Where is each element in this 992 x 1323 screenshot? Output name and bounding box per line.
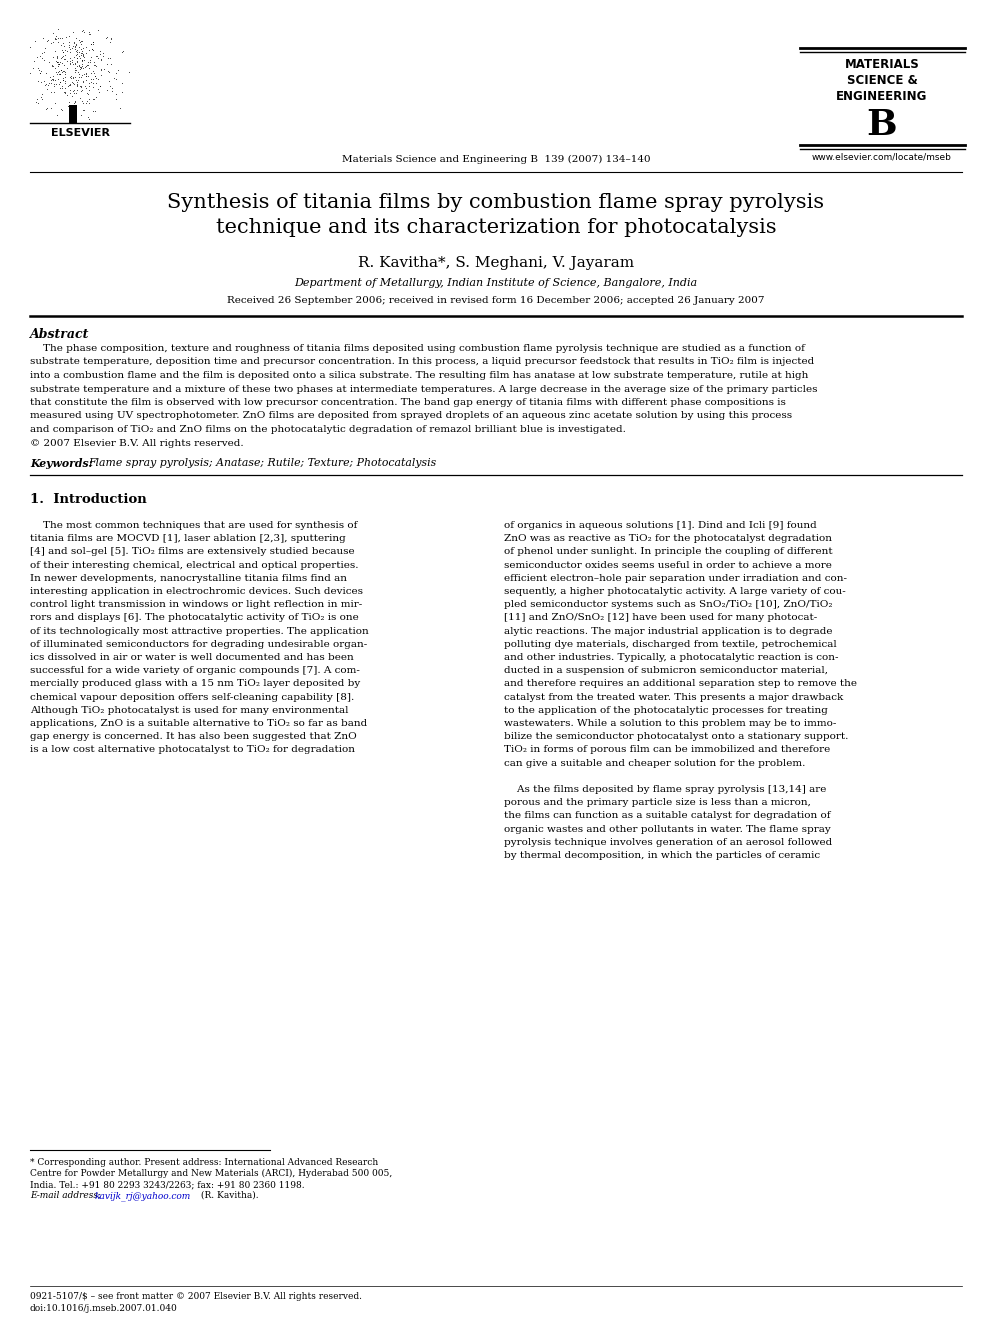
Text: organic wastes and other pollutants in water. The flame spray: organic wastes and other pollutants in w… — [504, 824, 830, 833]
Text: technique and its characterization for photocatalysis: technique and its characterization for p… — [215, 218, 777, 237]
Text: As the films deposited by flame spray pyrolysis [13,14] are: As the films deposited by flame spray py… — [504, 785, 826, 794]
Text: successful for a wide variety of organic compounds [7]. A com-: successful for a wide variety of organic… — [30, 667, 360, 675]
Text: Materials Science and Engineering B  139 (2007) 134–140: Materials Science and Engineering B 139 … — [341, 155, 651, 164]
Text: chemical vapour deposition offers self-cleaning capability [8].: chemical vapour deposition offers self-c… — [30, 693, 354, 701]
Text: Flame spray pyrolysis; Anatase; Rutile; Texture; Photocatalysis: Flame spray pyrolysis; Anatase; Rutile; … — [88, 458, 436, 468]
Text: ENGINEERING: ENGINEERING — [836, 90, 928, 103]
Text: Abstract: Abstract — [30, 328, 89, 341]
Text: and therefore requires an additional separation step to remove the: and therefore requires an additional sep… — [504, 680, 857, 688]
Text: by thermal decomposition, in which the particles of ceramic: by thermal decomposition, in which the p… — [504, 851, 820, 860]
Text: catalyst from the treated water. This presents a major drawback: catalyst from the treated water. This pr… — [504, 693, 843, 701]
Text: * Corresponding author. Present address: International Advanced Research: * Corresponding author. Present address:… — [30, 1158, 378, 1167]
Text: ELSEVIER: ELSEVIER — [51, 128, 109, 138]
Text: of its technologically most attractive properties. The application: of its technologically most attractive p… — [30, 627, 369, 635]
Text: ZnO was as reactive as TiO₂ for the photocatalyst degradation: ZnO was as reactive as TiO₂ for the phot… — [504, 534, 832, 544]
Text: Keywords:: Keywords: — [30, 458, 92, 468]
Text: www.elsevier.com/locate/mseb: www.elsevier.com/locate/mseb — [812, 153, 952, 161]
Text: into a combustion flame and the film is deposited onto a silica substrate. The r: into a combustion flame and the film is … — [30, 370, 808, 380]
Text: kavijk_rj@yahoo.com: kavijk_rj@yahoo.com — [95, 1191, 191, 1201]
Text: to the application of the photocatalytic processes for treating: to the application of the photocatalytic… — [504, 705, 828, 714]
Text: substrate temperature and a mixture of these two phases at intermediate temperat: substrate temperature and a mixture of t… — [30, 385, 817, 393]
Text: of their interesting chemical, electrical and optical properties.: of their interesting chemical, electrica… — [30, 561, 358, 570]
Text: B: B — [867, 108, 898, 142]
Text: Synthesis of titania films by combustion flame spray pyrolysis: Synthesis of titania films by combustion… — [168, 193, 824, 212]
Text: Although TiO₂ photocatalyst is used for many environmental: Although TiO₂ photocatalyst is used for … — [30, 705, 348, 714]
Text: pled semiconductor systems such as SnO₂/TiO₂ [10], ZnO/TiO₂: pled semiconductor systems such as SnO₂/… — [504, 601, 832, 609]
Text: pyrolysis technique involves generation of an aerosol followed: pyrolysis technique involves generation … — [504, 837, 832, 847]
Text: MATERIALS: MATERIALS — [844, 58, 920, 71]
Text: Department of Metallurgy, Indian Institute of Science, Bangalore, India: Department of Metallurgy, Indian Institu… — [295, 278, 697, 288]
Text: R. Kavitha*, S. Meghani, V. Jayaram: R. Kavitha*, S. Meghani, V. Jayaram — [358, 255, 634, 270]
Text: is a low cost alternative photocatalyst to TiO₂ for degradation: is a low cost alternative photocatalyst … — [30, 745, 355, 754]
Text: semiconductor oxides seems useful in order to achieve a more: semiconductor oxides seems useful in ord… — [504, 561, 832, 570]
Text: India. Tel.: +91 80 2293 3243/2263; fax: +91 80 2360 1198.: India. Tel.: +91 80 2293 3243/2263; fax:… — [30, 1180, 305, 1189]
Text: sequently, a higher photocatalytic activity. A large variety of cou-: sequently, a higher photocatalytic activ… — [504, 587, 846, 595]
Text: SCIENCE &: SCIENCE & — [846, 74, 918, 87]
Text: rors and displays [6]. The photocatalytic activity of TiO₂ is one: rors and displays [6]. The photocatalyti… — [30, 614, 359, 622]
Text: The phase composition, texture and roughness of titania films deposited using co: The phase composition, texture and rough… — [30, 344, 805, 353]
Text: The most common techniques that are used for synthesis of: The most common techniques that are used… — [30, 521, 357, 531]
Text: of organics in aqueous solutions [1]. Dind and Icli [9] found: of organics in aqueous solutions [1]. Di… — [504, 521, 816, 531]
Text: applications, ZnO is a suitable alternative to TiO₂ so far as band: applications, ZnO is a suitable alternat… — [30, 718, 367, 728]
Text: interesting application in electrochromic devices. Such devices: interesting application in electrochromi… — [30, 587, 363, 595]
Text: control light transmission in windows or light reflection in mir-: control light transmission in windows or… — [30, 601, 362, 609]
Text: [11] and ZnO/SnO₂ [12] have been used for many photocat-: [11] and ZnO/SnO₂ [12] have been used fo… — [504, 614, 817, 622]
Text: Centre for Powder Metallurgy and New Materials (ARCI), Hyderabad 500 005,: Centre for Powder Metallurgy and New Mat… — [30, 1170, 392, 1177]
Text: 0921-5107/$ – see front matter © 2007 Elsevier B.V. All rights reserved.: 0921-5107/$ – see front matter © 2007 El… — [30, 1293, 362, 1301]
Text: porous and the primary particle size is less than a micron,: porous and the primary particle size is … — [504, 798, 810, 807]
Text: substrate temperature, deposition time and precursor concentration. In this proc: substrate temperature, deposition time a… — [30, 357, 814, 366]
Text: In newer developments, nanocrystalline titania films find an: In newer developments, nanocrystalline t… — [30, 574, 347, 583]
Text: measured using UV spectrophotometer. ZnO films are deposited from sprayed drople: measured using UV spectrophotometer. ZnO… — [30, 411, 793, 421]
Text: ics dissolved in air or water is well documented and has been: ics dissolved in air or water is well do… — [30, 654, 354, 662]
Text: of phenol under sunlight. In principle the coupling of different: of phenol under sunlight. In principle t… — [504, 548, 832, 557]
Text: mercially produced glass with a 15 nm TiO₂ layer deposited by: mercially produced glass with a 15 nm Ti… — [30, 680, 360, 688]
Text: efficient electron–hole pair separation under irradiation and con-: efficient electron–hole pair separation … — [504, 574, 847, 583]
Text: Received 26 September 2006; received in revised form 16 December 2006; accepted : Received 26 September 2006; received in … — [227, 296, 765, 306]
Text: ducted in a suspension of submicron semiconductor material,: ducted in a suspension of submicron semi… — [504, 667, 828, 675]
Text: alytic reactions. The major industrial application is to degrade: alytic reactions. The major industrial a… — [504, 627, 832, 635]
Text: gap energy is concerned. It has also been suggested that ZnO: gap energy is concerned. It has also bee… — [30, 732, 357, 741]
Text: of illuminated semiconductors for degrading undesirable organ-: of illuminated semiconductors for degrad… — [30, 640, 367, 648]
Bar — [69, 105, 77, 123]
Text: wastewaters. While a solution to this problem may be to immo-: wastewaters. While a solution to this pr… — [504, 718, 836, 728]
Text: E-mail address:: E-mail address: — [30, 1191, 104, 1200]
Text: the films can function as a suitable catalyst for degradation of: the films can function as a suitable cat… — [504, 811, 830, 820]
Text: that constitute the film is observed with low precursor concentration. The band : that constitute the film is observed wit… — [30, 398, 786, 407]
Text: and other industries. Typically, a photocatalytic reaction is con-: and other industries. Typically, a photo… — [504, 654, 838, 662]
Text: polluting dye materials, discharged from textile, petrochemical: polluting dye materials, discharged from… — [504, 640, 836, 648]
Text: bilize the semiconductor photocatalyst onto a stationary support.: bilize the semiconductor photocatalyst o… — [504, 732, 848, 741]
Text: 1.  Introduction: 1. Introduction — [30, 493, 147, 505]
Text: (R. Kavitha).: (R. Kavitha). — [198, 1191, 259, 1200]
Text: doi:10.1016/j.mseb.2007.01.040: doi:10.1016/j.mseb.2007.01.040 — [30, 1304, 178, 1312]
Text: and comparison of TiO₂ and ZnO films on the photocatalytic degradation of remazo: and comparison of TiO₂ and ZnO films on … — [30, 425, 626, 434]
Text: can give a suitable and cheaper solution for the problem.: can give a suitable and cheaper solution… — [504, 758, 806, 767]
Text: © 2007 Elsevier B.V. All rights reserved.: © 2007 Elsevier B.V. All rights reserved… — [30, 438, 244, 447]
Text: [4] and sol–gel [5]. TiO₂ films are extensively studied because: [4] and sol–gel [5]. TiO₂ films are exte… — [30, 548, 354, 557]
Text: TiO₂ in forms of porous film can be immobilized and therefore: TiO₂ in forms of porous film can be immo… — [504, 745, 830, 754]
Text: titania films are MOCVD [1], laser ablation [2,3], sputtering: titania films are MOCVD [1], laser ablat… — [30, 534, 346, 544]
